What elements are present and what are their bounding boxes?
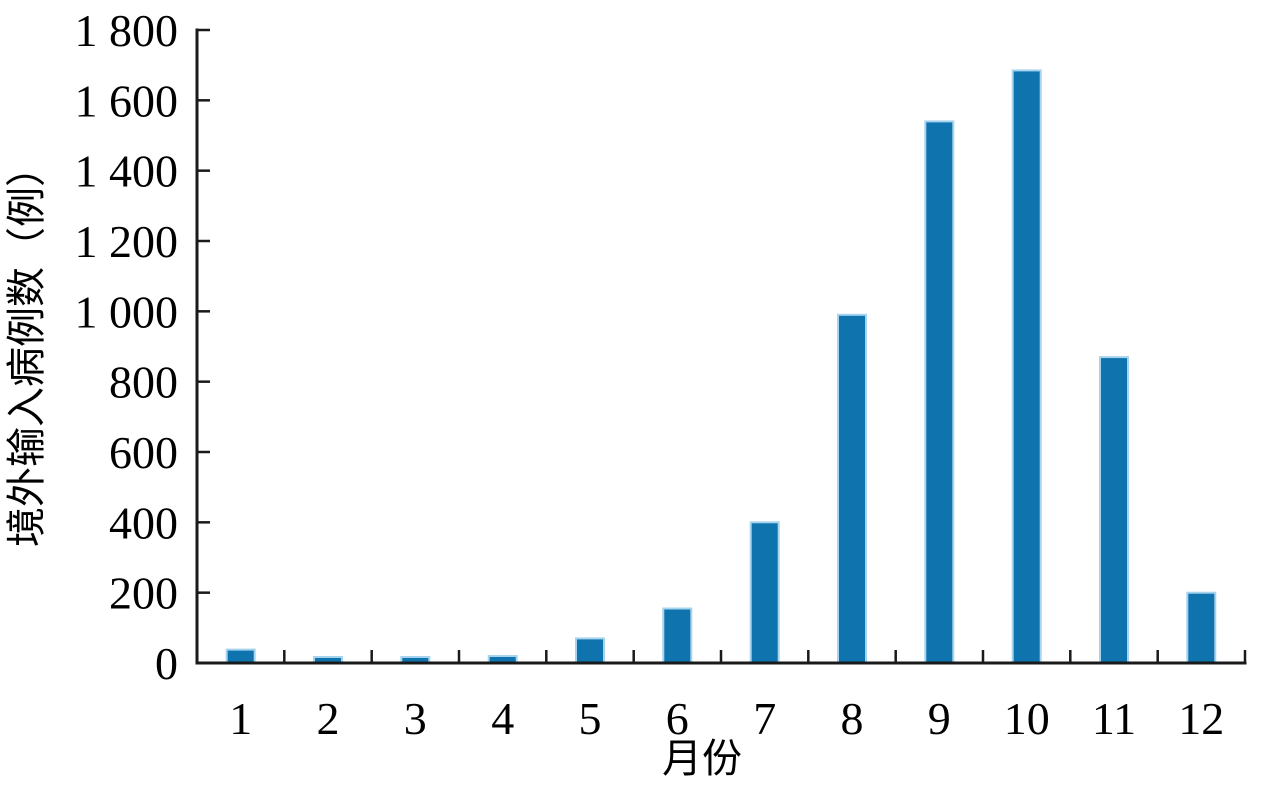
bar-month-12 [1186, 591, 1217, 665]
axes-group [195, 28, 1247, 665]
y-tick-label: 1 800 [75, 5, 179, 56]
bar-month-6 [662, 607, 693, 664]
x-axis-title: 月份 [662, 736, 742, 781]
x-tick-label: 5 [579, 693, 602, 744]
y-tick-label: 1 000 [75, 286, 179, 337]
y-tick-label: 0 [155, 638, 178, 689]
bar-month-10 [1011, 69, 1042, 664]
y-tick-label: 800 [109, 357, 178, 408]
y-tick-label: 1 200 [75, 216, 179, 267]
y-tick-label: 400 [109, 497, 178, 548]
y-axis-title: 境外输入病例数（例） [4, 147, 49, 547]
bar-month-11 [1099, 356, 1129, 664]
bar-month-1 [225, 648, 256, 664]
y-tick-label: 1 600 [75, 75, 179, 126]
x-tick-label: 7 [753, 693, 776, 744]
y-tick-label: 1 400 [75, 146, 179, 197]
x-tick-label: 4 [491, 693, 514, 744]
x-tick-label: 8 [841, 693, 864, 744]
x-tick-label: 1 [229, 693, 252, 744]
bar-month-7 [749, 521, 780, 664]
x-tick-label: 11 [1092, 693, 1136, 744]
x-tick-label: 6 [666, 693, 689, 744]
x-tick-label: 10 [1004, 693, 1050, 744]
bar-month-5 [575, 637, 605, 665]
ticks-group [197, 28, 1247, 663]
x-tick-label: 2 [317, 693, 340, 744]
x-tick-label: 3 [404, 693, 427, 744]
bar-month-8 [837, 313, 867, 664]
x-tick-label: 12 [1178, 693, 1224, 744]
x-tick-label: 9 [928, 693, 951, 744]
bars-group [225, 69, 1217, 665]
bar-month-9 [924, 120, 955, 664]
y-tick-label: 600 [109, 427, 178, 478]
y-tick-label: 200 [109, 568, 178, 619]
